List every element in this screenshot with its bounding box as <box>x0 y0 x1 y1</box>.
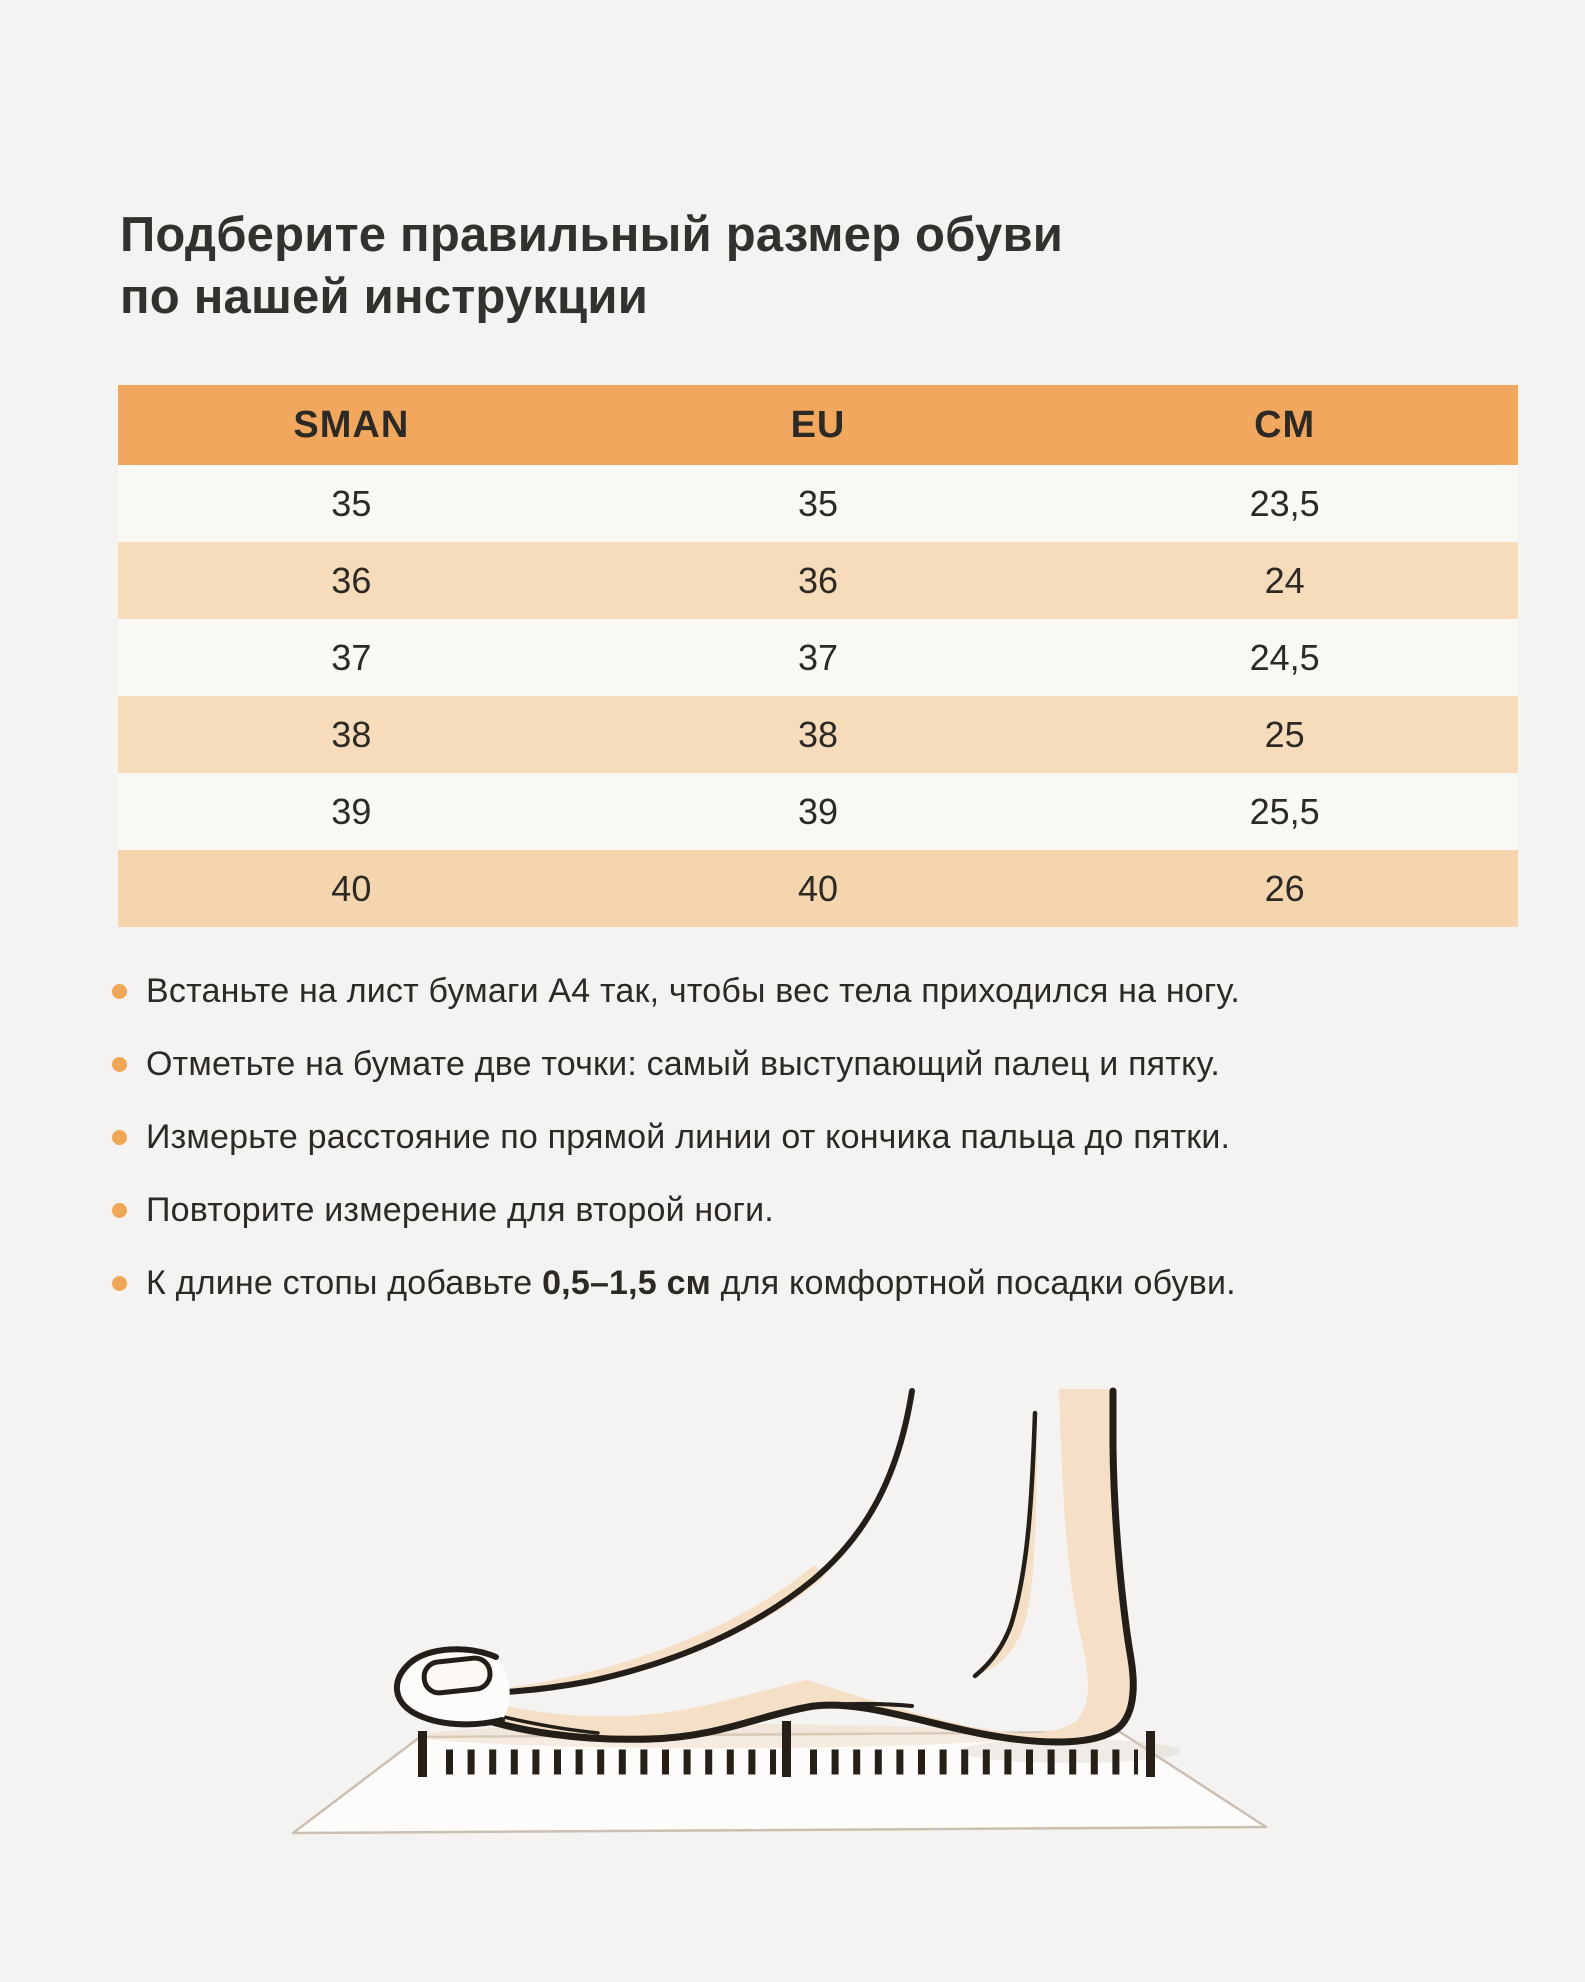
instruction-item: Отметьте на бумате две точки: самый выст… <box>112 1043 1532 1085</box>
table-cell: 40 <box>584 850 1052 927</box>
table-cell: 36 <box>584 542 1052 619</box>
table-cell: 24,5 <box>1051 619 1518 696</box>
table-row: 40 40 26 <box>118 850 1518 927</box>
table-row: 38 38 25 <box>118 696 1518 773</box>
instruction-text: Измерьте расстояние по прямой линии от к… <box>146 1118 1231 1156</box>
column-header-sman: SMAN <box>118 385 585 465</box>
table-cell: 23,5 <box>1051 465 1518 542</box>
instruction-text-bold: 0,5–1,5 см <box>542 1264 712 1302</box>
table-row: 37 37 24,5 <box>118 619 1518 696</box>
table-cell: 24 <box>1051 542 1518 619</box>
instruction-text: Повторите измерение для второй ноги. <box>146 1191 774 1229</box>
table-header-row: SMAN EU CM <box>118 385 1518 465</box>
bullet-dot-icon <box>112 984 127 999</box>
table-cell: 37 <box>584 619 1052 696</box>
table-cell: 25,5 <box>1051 773 1518 850</box>
table-cell: 37 <box>118 619 585 696</box>
table-cell: 38 <box>584 696 1052 773</box>
column-header-cm: CM <box>1051 385 1518 465</box>
instruction-item: Измерьте расстояние по прямой линии от к… <box>112 1116 1532 1158</box>
table-cell: 40 <box>118 850 585 927</box>
table-cell: 35 <box>584 465 1052 542</box>
page-title-line1: Подберите правильный размер обуви <box>120 208 1064 262</box>
table-cell: 39 <box>118 773 585 850</box>
bullet-dot-icon <box>112 1057 127 1072</box>
table-cell: 39 <box>584 773 1052 850</box>
foot-outline <box>456 1387 1137 1746</box>
big-toe <box>393 1646 510 1728</box>
table-cell: 26 <box>1051 850 1518 927</box>
foot-measurement-illustration <box>290 1385 1290 1915</box>
instruction-item: К длине стопы добавьте 0,5–1,5 см для ко… <box>112 1262 1532 1304</box>
instruction-text: Отметьте на бумате две точки: самый выст… <box>146 1045 1220 1083</box>
instruction-item: Встаньте на лист бумаги А4 так, чтобы ве… <box>112 970 1532 1012</box>
bullet-dot-icon <box>112 1130 127 1145</box>
instruction-text: К длине стопы добавьте 0,5–1,5 см для ко… <box>146 1262 1236 1304</box>
table-cell: 38 <box>118 696 585 773</box>
instructions-list: Встаньте на лист бумаги А4 так, чтобы ве… <box>112 970 1532 1335</box>
instruction-text-prefix: К длине стопы добавьте <box>146 1264 543 1302</box>
column-header-eu: EU <box>584 385 1052 465</box>
bullet-dot-icon <box>112 1276 127 1291</box>
toenail <box>421 1655 493 1696</box>
table-cell: 36 <box>118 542 585 619</box>
instruction-text: Встаньте на лист бумаги А4 так, чтобы ве… <box>146 972 1240 1010</box>
bullet-dot-icon <box>112 1203 127 1218</box>
table-row: 35 35 23,5 <box>118 465 1518 542</box>
table-cell: 25 <box>1051 696 1518 773</box>
instruction-item: Повторите измерение для второй ноги. <box>112 1189 1532 1231</box>
instruction-text-suffix: для комфортной посадки обуви. <box>711 1264 1236 1302</box>
size-conversion-table: SMAN EU CM 35 35 23,5 36 36 24 37 37 24,… <box>118 385 1518 927</box>
table-row: 39 39 25,5 <box>118 773 1518 850</box>
page-title-line2: по нашей инструкции <box>120 270 649 324</box>
table-row: 36 36 24 <box>118 542 1518 619</box>
table-cell: 35 <box>118 465 585 542</box>
ruler-ticks <box>418 1721 1155 1777</box>
page-title: Подберите правильный размер обуви по наш… <box>120 204 1063 328</box>
